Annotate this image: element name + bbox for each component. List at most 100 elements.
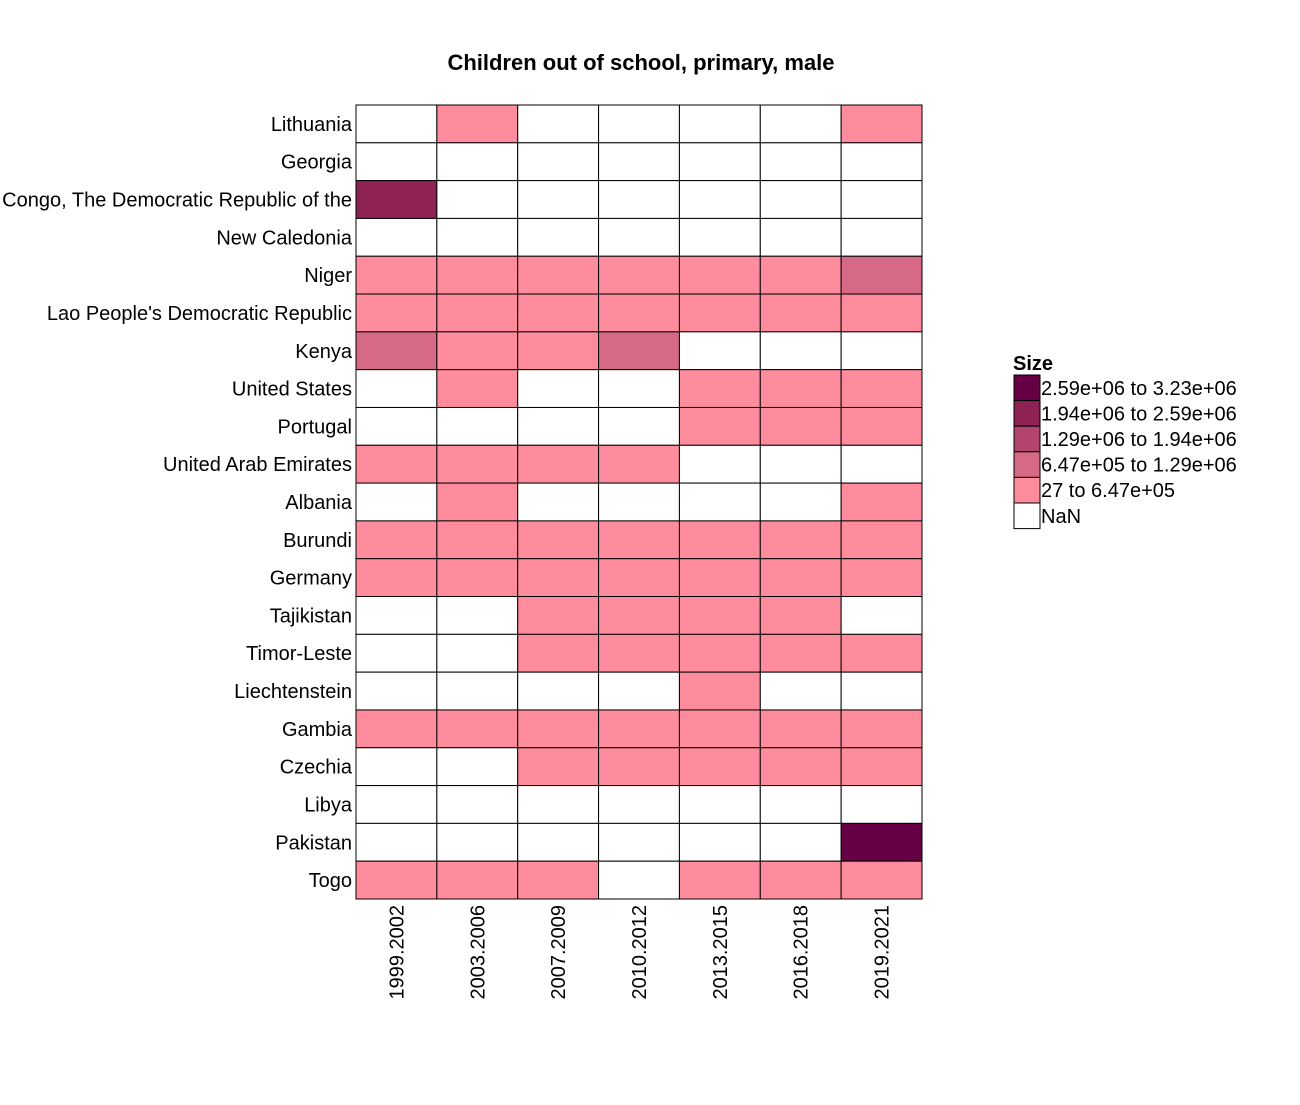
heatmap-cell — [355, 180, 438, 219]
heatmap-cell — [759, 180, 842, 219]
x-tick-label: 2003.2006 — [467, 905, 489, 1000]
heatmap-cell — [678, 293, 761, 333]
legend-label: 1.29e+06 to 1.94e+06 — [1041, 429, 1237, 451]
heatmap-cell — [436, 596, 519, 635]
heatmap-cell — [759, 255, 842, 295]
heatmap-cell — [355, 596, 438, 635]
heatmap-cell — [517, 482, 600, 522]
heatmap-cell — [436, 255, 519, 295]
heatmap-cell — [517, 822, 600, 862]
heatmap-cell — [759, 785, 842, 824]
heatmap-cell — [517, 406, 600, 446]
heatmap-cell — [517, 331, 600, 371]
heatmap-cell — [759, 293, 842, 333]
heatmap-cell — [517, 633, 600, 673]
legend-swatch — [1013, 502, 1041, 530]
heatmap-cell — [517, 104, 600, 144]
y-tick-label: Tajikistan — [270, 605, 352, 627]
heatmap-cell — [840, 406, 923, 446]
heatmap-cell — [598, 671, 680, 711]
heatmap-cell — [840, 293, 923, 333]
y-tick-label: Georgia — [281, 152, 353, 174]
heatmap-cell — [840, 331, 923, 371]
heatmap-cell — [840, 558, 923, 598]
y-tick-label: Togo — [309, 870, 352, 892]
heatmap-cell — [678, 785, 761, 824]
heatmap-cell — [517, 747, 600, 787]
y-tick-label: Lithuania — [271, 114, 353, 136]
heatmap-cell — [436, 180, 519, 219]
legend-label: 2.59e+06 to 3.23e+06 — [1041, 378, 1237, 400]
heatmap-cell — [517, 709, 600, 749]
heatmap-cell — [355, 482, 438, 522]
heatmap-cell — [759, 406, 842, 446]
heatmap-cell — [840, 180, 923, 219]
heatmap-cell — [517, 520, 600, 560]
heatmap-cell — [759, 822, 842, 862]
heatmap-cell — [517, 180, 600, 219]
heatmap-cell — [759, 482, 842, 522]
legend-label: 1.94e+06 to 2.59e+06 — [1041, 403, 1237, 425]
legend-label: 6.47e+05 to 1.29e+06 — [1041, 455, 1237, 477]
heatmap-cell — [355, 633, 438, 673]
heatmap-cell — [436, 709, 519, 749]
heatmap-cell — [598, 180, 680, 219]
heatmap-cell — [436, 331, 519, 371]
heatmap-cell — [355, 558, 438, 598]
heatmap-cell — [355, 785, 438, 824]
heatmap-cell — [840, 709, 923, 749]
heatmap-cell — [840, 633, 923, 673]
heatmap-cell — [759, 671, 842, 711]
heatmap-cell — [759, 633, 842, 673]
heatmap-cell — [517, 255, 600, 295]
heatmap-cell — [840, 822, 923, 862]
heatmap-cell — [840, 104, 923, 144]
heatmap-cell — [678, 596, 761, 635]
heatmap-cell — [355, 255, 438, 295]
heatmap-cell — [678, 822, 761, 862]
heatmap-cell — [517, 444, 600, 484]
heatmap-cell — [517, 785, 600, 824]
heatmap-cell — [678, 671, 761, 711]
heatmap-cell — [759, 709, 842, 749]
heatmap-cell — [759, 444, 842, 484]
heatmap-cell — [355, 142, 438, 182]
heatmap-cell — [598, 142, 680, 182]
y-tick-label: Czechia — [280, 757, 353, 779]
y-tick-label: Niger — [304, 265, 352, 287]
heatmap-cell — [840, 482, 923, 522]
heatmap-cell — [355, 369, 438, 408]
heatmap-cell — [436, 558, 519, 598]
heatmap-cell — [759, 596, 842, 635]
heatmap-cell — [759, 104, 842, 144]
heatmap-cell — [598, 104, 680, 144]
heatmap-cell — [517, 142, 600, 182]
y-tick-label: United States — [232, 379, 352, 401]
y-tick-label: Liechtenstein — [234, 681, 352, 703]
heatmap-cell — [517, 558, 600, 598]
y-tick-label: Pakistan — [275, 832, 352, 854]
legend-label: 27 to 6.47e+05 — [1041, 480, 1175, 502]
heatmap-cell — [840, 747, 923, 787]
heatmap-cell — [840, 860, 923, 900]
heatmap-cell — [840, 369, 923, 408]
legend-title: Size — [1013, 353, 1053, 375]
heatmap-cell — [678, 860, 761, 900]
y-tick-label: New Caledonia — [216, 227, 353, 249]
heatmap-cell — [598, 558, 680, 598]
heatmap-cell — [517, 369, 600, 408]
heatmap-cell — [517, 596, 600, 635]
heatmap-cell — [840, 444, 923, 484]
heatmap-cell — [840, 142, 923, 182]
heatmap-cell — [759, 331, 842, 371]
heatmap-cell — [355, 671, 438, 711]
heatmap-cell — [436, 444, 519, 484]
heatmap-cell — [598, 709, 680, 749]
chart-title: Children out of school, primary, male — [447, 50, 834, 75]
heatmap-cell — [678, 142, 761, 182]
y-tick-label: Portugal — [278, 416, 353, 438]
heatmap-cell — [759, 747, 842, 787]
heatmap-cell — [355, 406, 438, 446]
heatmap-cell — [436, 104, 519, 144]
